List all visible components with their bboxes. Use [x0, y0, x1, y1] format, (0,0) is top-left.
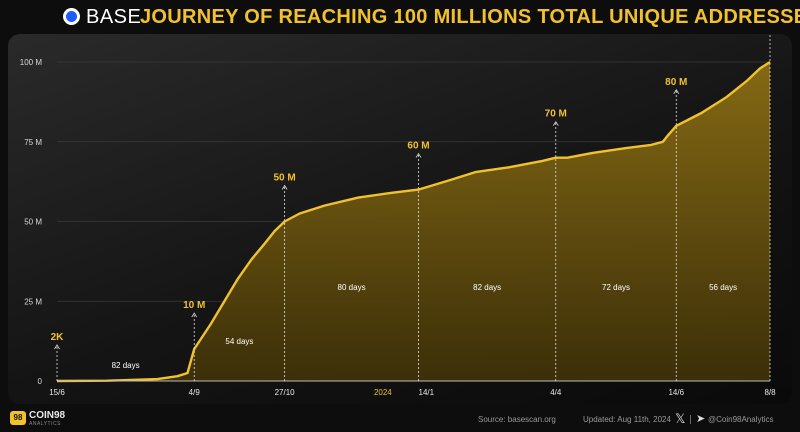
- telegram-icon[interactable]: ➤: [696, 413, 706, 425]
- milestone-arrow: [54, 344, 60, 350]
- header: BASE JOURNEY OF REACHING 100 MILLIONS TO…: [0, 0, 800, 34]
- milestone-arrow: [552, 120, 559, 126]
- x-tick-label: 14/6: [668, 388, 684, 397]
- interval-label: 72 days: [602, 283, 630, 292]
- base-logo-icon: [63, 8, 80, 25]
- coin98-subtitle: ANALYTICS: [29, 421, 61, 427]
- y-tick-label: 50 M: [24, 218, 42, 227]
- x-tick-label: 4/9: [189, 388, 201, 397]
- interval-label: 80 days: [338, 283, 366, 292]
- milestone-label: 80 M: [665, 77, 687, 88]
- y-tick-label: 0: [38, 377, 43, 386]
- series-area: [57, 62, 770, 381]
- milestone-arrow: [673, 89, 680, 95]
- coin98-name: COIN98: [29, 410, 66, 421]
- chart-title: JOURNEY OF REACHING 100 MILLIONS TOTAL U…: [140, 6, 800, 28]
- y-tick-label: 75 M: [24, 138, 42, 147]
- brand-name: BASE: [86, 6, 142, 28]
- source-text: Source: basescan.org: [478, 415, 556, 424]
- milestone-label: 2K: [51, 332, 65, 343]
- updated-text: Updated: Aug 11th, 2024: [583, 415, 671, 424]
- y-tick-label: 25 M: [24, 297, 42, 306]
- interval-label: 82 days: [473, 283, 501, 292]
- series-line: [56, 60, 771, 383]
- milestone-arrow: [191, 312, 198, 318]
- footer: 98 COIN98 ANALYTICS Source: basescan.org…: [0, 404, 800, 432]
- address-growth-chart: 100 M 75 M 50 M 25 M 0 2K 10 M 50 M 60 M 70 M 80 M…: [20, 34, 776, 397]
- x-tick-label: 4/4: [550, 388, 562, 397]
- interval-label: 56 days: [709, 283, 737, 292]
- x-tick-label: 15/6: [49, 388, 65, 397]
- x-tick-label: 8/8: [764, 388, 776, 397]
- x-icon[interactable]: 𝕏: [675, 411, 686, 426]
- y-tick-label: 100 M: [20, 58, 43, 67]
- milestone-label: 70 M: [545, 109, 567, 120]
- milestone-label: 10 M: [183, 300, 205, 311]
- x-tick-label: 14/1: [419, 388, 435, 397]
- chart-panel: 100 M 75 M 50 M 25 M 0 2K 10 M 50 M 60 M 70 M 80 M…: [8, 34, 792, 404]
- coin98-logo-icon: 98: [10, 411, 26, 425]
- interval-label: 54 days: [225, 337, 253, 346]
- x-tick-label: 2024: [374, 388, 392, 397]
- milestone-arrow: [415, 152, 422, 158]
- milestone-label: 60 M: [407, 141, 429, 152]
- milestone-arrow: [281, 184, 288, 190]
- milestone-label: 50 M: [274, 173, 296, 184]
- divider: [690, 415, 691, 424]
- interval-label: 82 days: [112, 361, 140, 370]
- x-tick-label: 27/10: [275, 388, 296, 397]
- social-handle[interactable]: @Coin98Analytics: [708, 415, 774, 424]
